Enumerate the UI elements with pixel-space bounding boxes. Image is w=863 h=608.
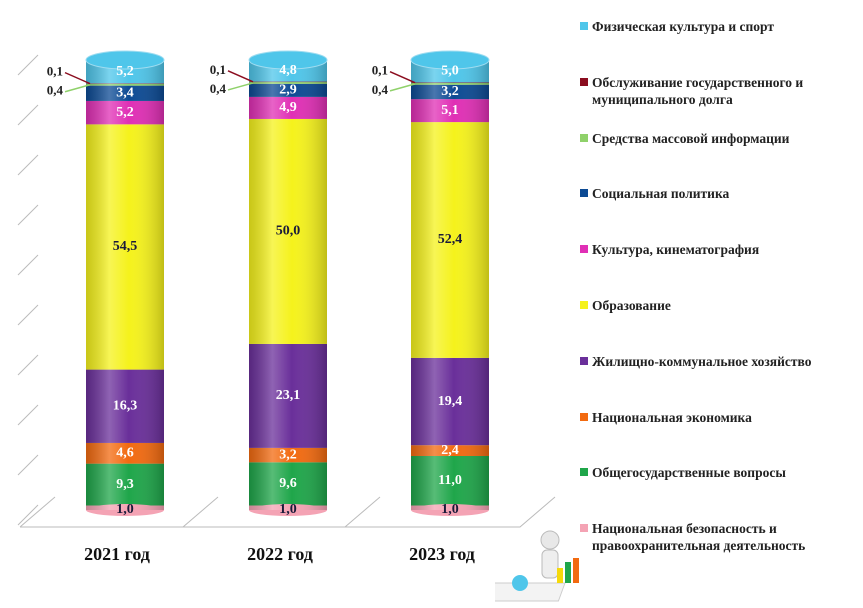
wall-line bbox=[17, 54, 39, 76]
value-label: 16,3 bbox=[113, 398, 138, 413]
legend-label: Физическая культура и спорт bbox=[592, 19, 775, 34]
x-tick-label: 2022 год bbox=[247, 544, 313, 564]
legend-label: Образование bbox=[592, 298, 671, 313]
value-label: 3,2 bbox=[279, 447, 297, 462]
legend-swatch bbox=[580, 77, 588, 86]
x-tick-label: 2023 год bbox=[409, 544, 475, 564]
value-label: 2,4 bbox=[441, 443, 459, 458]
value-label: 52,4 bbox=[438, 232, 463, 247]
legend-swatch bbox=[580, 133, 588, 142]
legend-swatch bbox=[580, 524, 588, 533]
legend-label: Социальная политика bbox=[592, 186, 730, 202]
legend-item: Физическая культура и спорт bbox=[580, 18, 858, 35]
wall-line bbox=[17, 304, 39, 326]
value-label: 0,4 bbox=[47, 83, 64, 98]
legend-item: Национальная экономика bbox=[580, 409, 858, 426]
value-label: 4,8 bbox=[279, 63, 297, 78]
cylinder-shade bbox=[411, 60, 489, 510]
legend-swatch bbox=[580, 22, 588, 30]
cylinder-top bbox=[85, 50, 165, 70]
value-label: 9,6 bbox=[279, 476, 297, 491]
wall-line bbox=[17, 504, 39, 526]
x-tick-label: 2021 год bbox=[84, 544, 150, 564]
legend-item: Культура, кинематография bbox=[580, 241, 858, 258]
value-label: 9,3 bbox=[116, 477, 134, 492]
cylinder-top bbox=[410, 50, 490, 70]
leader-line bbox=[64, 71, 91, 85]
value-label: 2,9 bbox=[279, 83, 297, 98]
value-label: 0,4 bbox=[210, 81, 227, 96]
legend-item: Образование bbox=[580, 297, 858, 314]
value-label: 5,2 bbox=[116, 105, 134, 120]
leader-line bbox=[227, 70, 254, 83]
floor bbox=[19, 496, 556, 528]
legend-label: Культура, кинематография bbox=[592, 242, 760, 258]
cylinder-top bbox=[248, 50, 328, 70]
legend-item: Общегосударственные вопросы bbox=[580, 464, 858, 481]
value-label: 0,4 bbox=[372, 82, 389, 97]
legend-swatch bbox=[580, 189, 588, 198]
legend-swatch bbox=[580, 301, 588, 309]
decor-figure bbox=[495, 530, 579, 602]
cylinder-shade bbox=[249, 60, 327, 510]
cylinder-shade bbox=[86, 60, 164, 510]
value-label: 11,0 bbox=[438, 473, 462, 488]
leader-line bbox=[389, 83, 416, 92]
value-label: 3,4 bbox=[116, 86, 134, 101]
legend-swatch bbox=[580, 412, 588, 421]
legend-item: Средства массовой информации bbox=[580, 130, 858, 147]
value-label: 5,2 bbox=[116, 64, 134, 79]
legend-label: Обслуживание государственного и муниципа… bbox=[592, 74, 804, 107]
legend-label: Национальная безопасность и правоохранит… bbox=[592, 521, 806, 554]
value-label: 3,2 bbox=[441, 84, 459, 99]
legend-swatch bbox=[580, 356, 588, 365]
legend-label: Общегосударственные вопросы bbox=[592, 465, 786, 481]
wall-line bbox=[17, 154, 39, 176]
value-label: 23,1 bbox=[276, 388, 301, 403]
legend-label: Национальная экономика bbox=[592, 409, 752, 425]
value-label: 1,0 bbox=[116, 502, 134, 517]
value-label: 1,0 bbox=[441, 502, 459, 517]
wall-line bbox=[17, 204, 39, 226]
legend-item: Жилищно-коммунальное хозяйство bbox=[580, 353, 858, 370]
value-label: 5,1 bbox=[441, 103, 459, 118]
wall-line bbox=[17, 354, 39, 376]
value-label: 54,5 bbox=[113, 239, 138, 254]
value-label: 5,0 bbox=[441, 63, 459, 78]
value-label: 0,1 bbox=[47, 64, 63, 79]
legend-label: Жилищно-коммунальное хозяйство bbox=[592, 353, 812, 369]
wall-line bbox=[17, 104, 39, 126]
wall-line bbox=[17, 454, 39, 476]
value-label: 50,0 bbox=[276, 224, 301, 239]
leader-line bbox=[64, 84, 91, 93]
legend-item: Национальная безопасность и правоохранит… bbox=[580, 520, 858, 554]
legend-swatch bbox=[580, 468, 588, 477]
legend-swatch bbox=[580, 245, 588, 254]
legend-label: Средства массовой информации bbox=[592, 130, 790, 146]
leader-line bbox=[227, 82, 254, 91]
value-label: 19,4 bbox=[438, 394, 463, 409]
value-label: 4,9 bbox=[279, 100, 297, 115]
legend-item: Социальная политика bbox=[580, 185, 858, 202]
value-label: 0,1 bbox=[372, 63, 388, 78]
leader-line bbox=[389, 71, 416, 84]
value-label: 1,0 bbox=[279, 502, 297, 517]
value-label: 0,1 bbox=[210, 62, 226, 77]
wall-line bbox=[17, 404, 39, 426]
chart: 1,0 9,3 4,6 16,3 54,5 5,2 3,4 0,4 0,1 5,2 2021 год… bbox=[17, 50, 556, 564]
legend-item: Обслуживание государственного и муниципа… bbox=[580, 74, 858, 108]
value-label: 4,6 bbox=[116, 446, 134, 461]
wall-line bbox=[17, 254, 39, 276]
